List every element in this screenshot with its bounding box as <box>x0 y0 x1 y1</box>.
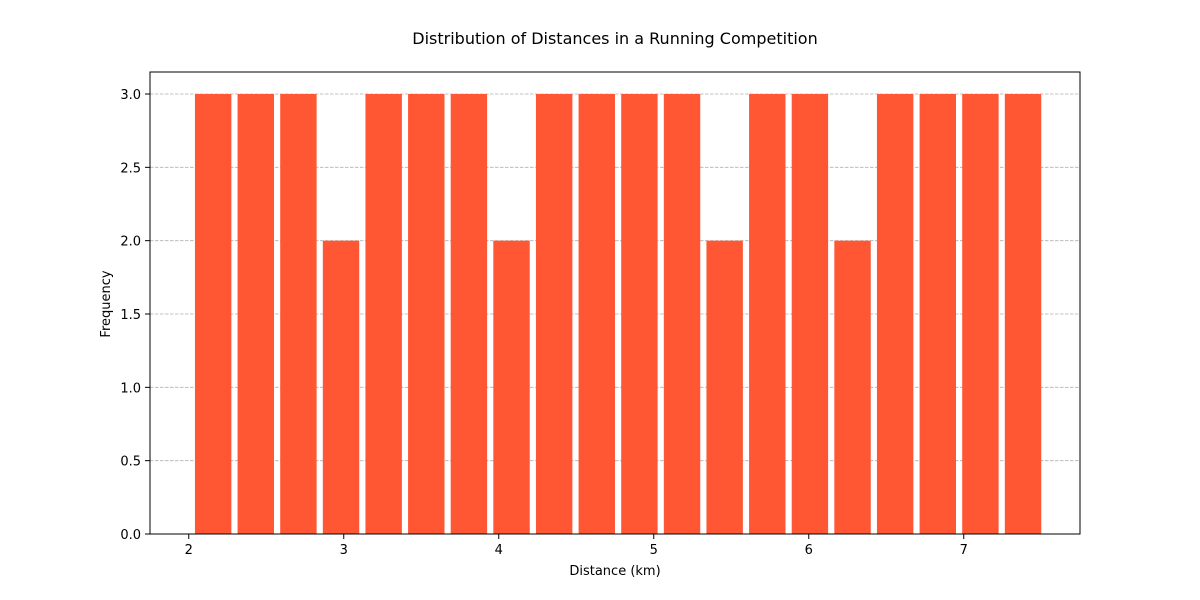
y-tick-label: 1.5 <box>120 308 141 323</box>
x-axis-label: Distance (km) <box>569 564 660 579</box>
y-tick-label: 0.5 <box>120 455 141 470</box>
x-tick-label: 5 <box>650 543 658 558</box>
bar <box>919 94 956 534</box>
bar <box>876 94 914 534</box>
bar <box>578 94 615 534</box>
bar <box>962 94 999 534</box>
bar <box>408 94 445 534</box>
bar <box>280 94 317 534</box>
bar <box>322 240 360 534</box>
bar <box>706 240 743 534</box>
y-axis-label: Frequency <box>99 270 114 337</box>
bar <box>834 240 871 534</box>
bar <box>1004 94 1042 534</box>
y-tick-label: 3.0 <box>120 88 141 103</box>
x-ticks: 2 3 4 5 6 7 <box>185 534 968 558</box>
bar <box>194 94 232 534</box>
bar <box>493 240 530 534</box>
x-tick-label: 4 <box>495 543 503 558</box>
y-tick-label: 0.0 <box>120 528 141 543</box>
y-ticks: 0.0 0.5 1.0 1.5 2.0 2.5 3.0 <box>120 88 150 543</box>
x-tick-label: 2 <box>185 543 193 558</box>
bar <box>535 94 573 534</box>
bar <box>749 94 786 534</box>
bar <box>621 94 658 534</box>
bar <box>365 94 402 534</box>
bar <box>791 94 829 534</box>
axes <box>149 71 1081 535</box>
x-tick-label: 6 <box>805 543 813 558</box>
bar <box>450 94 488 534</box>
x-tick-label: 7 <box>960 543 968 558</box>
y-tick-label: 1.0 <box>120 381 141 396</box>
chart-title: Distribution of Distances in a Running C… <box>412 29 817 48</box>
x-tick-label: 3 <box>340 543 348 558</box>
plot-frame <box>149 71 1081 535</box>
y-tick-label: 2.0 <box>120 235 141 250</box>
bars <box>194 94 1042 534</box>
bar <box>663 94 701 534</box>
bar <box>237 94 274 534</box>
y-tick-label: 2.5 <box>120 161 141 176</box>
